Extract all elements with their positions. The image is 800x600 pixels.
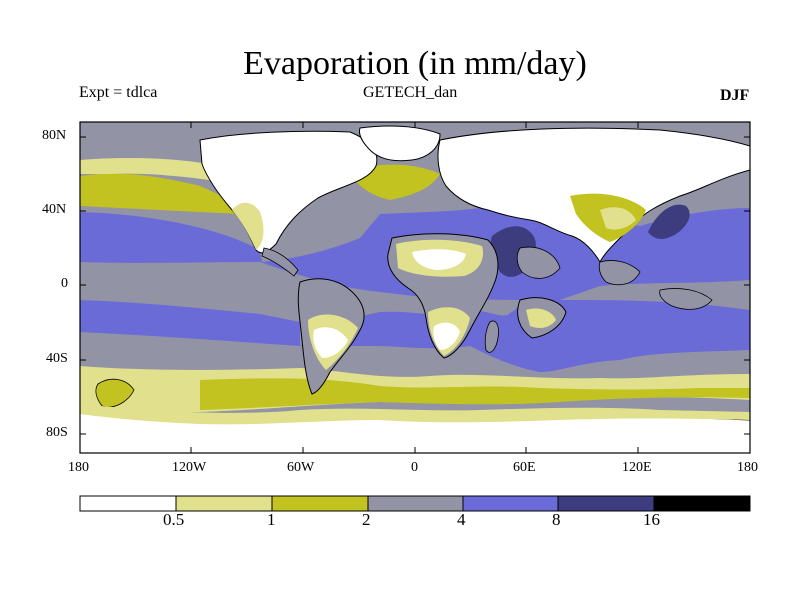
sea-islands (598, 260, 641, 286)
map-field (80, 122, 750, 453)
max-cell-kuroshio (648, 204, 690, 239)
colorbar-label-8: 8 (552, 510, 561, 529)
lon-label-180w: 180 (68, 460, 89, 475)
lon-label-60e: 60E (513, 460, 536, 475)
lon-label-120w: 120W (172, 460, 207, 475)
colorbar-box-3 (367, 495, 464, 512)
colorbar-label-4: 4 (457, 510, 466, 529)
dataset-label: GETECH_dan (363, 84, 458, 101)
madagascar (484, 320, 499, 353)
colorbar-box-2 (271, 495, 369, 512)
eurasia-pale-margin (600, 207, 636, 230)
colorbar-label-16: 16 (643, 510, 660, 529)
lon-label-60w: 60W (287, 460, 315, 475)
north-america-edge (232, 202, 264, 250)
north-pacific-band (80, 173, 240, 214)
colorbar-box-5 (557, 495, 655, 512)
south-america-desert (313, 327, 348, 358)
north-atlantic-band (350, 164, 440, 200)
lat-label-80n: 80N (42, 128, 67, 143)
colorbar-box-6 (653, 495, 751, 512)
lon-label-180e: 180 (737, 460, 758, 475)
colorbar-box-0 (79, 495, 177, 512)
kalahari-desert (433, 322, 460, 350)
colorbar-label-0-5: 0.5 (163, 510, 185, 529)
lat-label-40n: 40N (42, 202, 67, 217)
south-pacific-island (95, 378, 135, 408)
colorbar-label-2: 2 (362, 510, 371, 529)
colorbar-label-1: 1 (267, 510, 276, 529)
lon-label-120e: 120E (622, 460, 652, 475)
season-label: DJF (720, 87, 750, 104)
sahara-desert (412, 249, 466, 270)
central-america (261, 247, 299, 277)
axis-ticks (80, 122, 750, 453)
southern-ocean-olive (200, 378, 750, 410)
australia-pale (526, 308, 556, 328)
lat-label-0: 0 (61, 276, 68, 291)
greenland (359, 125, 441, 162)
lat-label-80s: 80S (46, 425, 68, 440)
new-guinea (659, 288, 713, 310)
lat-label-40s: 40S (46, 351, 68, 366)
arabia (516, 246, 561, 279)
experiment-label: Expt = tdlca (79, 84, 158, 101)
colorbar-box-1 (175, 495, 273, 512)
north-pacific-pale (80, 158, 236, 184)
map-title: Evaporation (in mm/day) (243, 45, 587, 82)
lon-label-0: 0 (411, 460, 418, 475)
antarctica-pale (80, 404, 750, 425)
colorbar (79, 495, 751, 512)
colorbar-box-4 (462, 495, 559, 512)
